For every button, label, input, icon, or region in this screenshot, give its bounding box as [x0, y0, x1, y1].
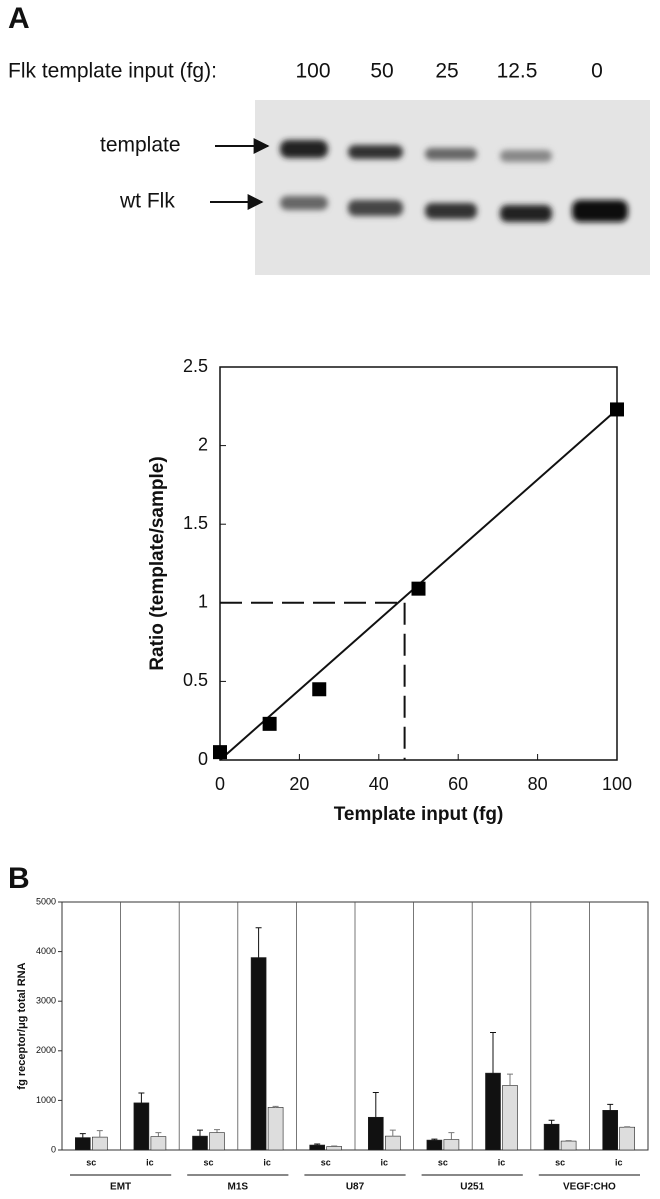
y-tick-label: 1.5	[183, 513, 208, 533]
gel-image	[255, 100, 650, 275]
error-bar	[255, 927, 262, 958]
bar	[367, 1116, 384, 1151]
error-bar	[431, 1138, 438, 1141]
error-bar	[79, 1133, 86, 1138]
y-tick-label: 2	[198, 434, 208, 454]
bar	[619, 1126, 636, 1151]
error-bar	[272, 1105, 279, 1108]
y-tick-label: 2000	[36, 1045, 56, 1055]
y-tick-label: 0	[198, 749, 208, 769]
error-bar	[197, 1129, 203, 1137]
bar	[192, 1135, 208, 1151]
bar	[426, 1139, 443, 1151]
error-bar	[155, 1132, 162, 1137]
bar	[326, 1146, 343, 1151]
error-bar	[389, 1129, 396, 1137]
error-bar	[490, 1031, 496, 1074]
y-tick-label: 5000	[36, 896, 56, 906]
gel-title: Flk template input (fg):	[8, 60, 217, 83]
bar	[150, 1136, 167, 1151]
error-bar	[138, 1092, 145, 1103]
y-axis-label: fg receptor/μg total RNA	[16, 962, 28, 1089]
y-tick-label: 3000	[36, 996, 56, 1006]
y-tick-label: 1000	[36, 1095, 56, 1105]
data-point	[213, 745, 227, 760]
x-tick-label: ic	[498, 1157, 506, 1167]
error-bar	[372, 1091, 379, 1118]
bar	[309, 1144, 326, 1151]
x-tick-label: 40	[369, 774, 389, 794]
error-bar	[607, 1103, 614, 1111]
bar	[209, 1132, 225, 1151]
bar	[543, 1123, 560, 1151]
x-tick-label: 0	[215, 774, 225, 794]
group-label: EMT	[110, 1182, 131, 1193]
error-bar	[96, 1130, 103, 1138]
x-tick-label: sc	[86, 1157, 96, 1167]
group-label: M1S	[228, 1182, 249, 1193]
data-point	[262, 716, 277, 731]
lane-label: 50	[370, 60, 393, 83]
bar	[75, 1137, 91, 1151]
error-bar	[548, 1119, 555, 1125]
lane-label: 100	[295, 60, 330, 83]
plot-frame	[219, 366, 618, 761]
group-label: VEGF:CHO	[563, 1182, 616, 1193]
x-tick-label: 60	[448, 774, 468, 794]
bar	[485, 1072, 501, 1151]
bar	[133, 1102, 150, 1151]
y-axis-label: Ratio (template/sample)	[147, 456, 168, 670]
x-tick-label: 80	[528, 774, 548, 794]
x-tick-label: ic	[263, 1157, 271, 1167]
x-tick-label: sc	[203, 1157, 213, 1167]
error-bar	[214, 1129, 220, 1133]
y-tick-label: 0	[51, 1144, 56, 1154]
y-tick-label: 1	[198, 592, 208, 612]
error-bar	[314, 1143, 321, 1146]
band-label: template	[100, 134, 181, 157]
panel-label: B	[8, 862, 30, 895]
bar	[560, 1140, 577, 1151]
y-tick-label: 4000	[36, 946, 56, 956]
bar	[384, 1135, 401, 1151]
x-tick-label: 20	[289, 774, 309, 794]
x-tick-label: ic	[615, 1157, 623, 1167]
group-label: U87	[346, 1182, 365, 1193]
x-axis-label: Template input (fg)	[334, 804, 504, 825]
panel-label: A	[8, 2, 30, 35]
bar	[502, 1085, 518, 1151]
error-bar	[448, 1132, 455, 1140]
bar	[602, 1110, 619, 1151]
data-point	[411, 581, 426, 596]
bar	[443, 1139, 460, 1151]
x-tick-label: sc	[438, 1157, 448, 1167]
data-point	[312, 682, 327, 697]
lane-label: 25	[435, 60, 458, 83]
x-tick-label: sc	[321, 1157, 331, 1167]
x-tick-label: sc	[555, 1157, 565, 1167]
y-tick-label: 2.5	[183, 356, 208, 376]
bar	[92, 1136, 108, 1151]
lane-label: 0	[591, 60, 603, 83]
error-bar	[507, 1073, 513, 1086]
x-tick-label: ic	[381, 1157, 389, 1167]
lane-label: 12.5	[497, 60, 538, 83]
bar	[250, 957, 267, 1151]
x-tick-label: 100	[602, 774, 632, 794]
x-tick-label: ic	[146, 1157, 154, 1167]
bar	[267, 1107, 284, 1151]
band-label: wt Flk	[119, 190, 175, 213]
y-tick-label: 0.5	[183, 670, 208, 690]
group-label: U251	[460, 1182, 484, 1193]
data-point	[610, 402, 624, 417]
